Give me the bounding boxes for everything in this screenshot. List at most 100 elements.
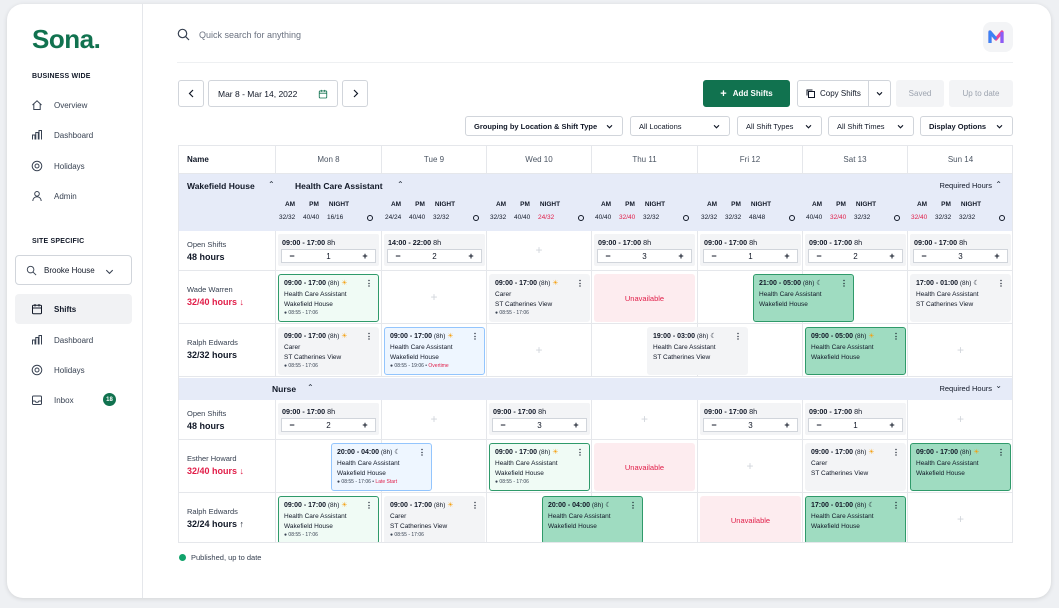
open-shift-stepper[interactable]: − 1 + [808, 418, 903, 432]
increment-button[interactable]: + [889, 420, 895, 430]
more-options-icon[interactable]: ⋮ [997, 279, 1005, 288]
chevron-up-icon[interactable]: ⌃ [995, 180, 1002, 189]
open-shift-stepper[interactable]: − 3 + [597, 249, 692, 263]
nav-site-holidays[interactable]: Holidays [15, 355, 132, 385]
shift-card[interactable]: 09:00 - 05:00 (8h) ☀ Health Care Assista… [805, 327, 906, 375]
increment-button[interactable]: + [784, 420, 790, 430]
open-shift-stepper[interactable]: − 1 + [281, 249, 376, 263]
increment-button[interactable]: + [362, 251, 368, 261]
more-options-icon[interactable]: ⋮ [576, 448, 584, 457]
add-shift-plus-icon[interactable]: + [535, 243, 543, 257]
shift-card[interactable]: 09:00 - 17:00 (8h) ☀ Carer ST Catherines… [384, 496, 485, 542]
nav-site-dashboard[interactable]: Dashboard [15, 325, 132, 355]
chevron-up-icon[interactable]: ⌃ [307, 383, 314, 392]
search-bar[interactable]: Quick search for anything [177, 28, 301, 41]
increment-button[interactable]: + [994, 251, 1000, 261]
site-select[interactable]: Brooke House [15, 255, 132, 285]
more-options-icon[interactable]: ⋮ [576, 279, 584, 288]
open-shift-card[interactable]: 09:00 - 17:00 8h − 2 + [278, 403, 379, 435]
shift-card[interactable]: 09:00 - 17:00 (8h) ☀ Health Care Assista… [384, 327, 485, 375]
more-options-icon[interactable]: ⋮ [892, 332, 900, 341]
decrement-button[interactable]: − [921, 251, 927, 261]
nav-overview[interactable]: Overview [15, 90, 132, 120]
increment-button[interactable]: + [573, 420, 579, 430]
required-hours-toggle[interactable]: Required Hours [939, 181, 992, 190]
add-shifts-button[interactable]: + Add Shifts [703, 80, 790, 107]
shift-card[interactable]: 17:00 - 01:00 (8h) ☾ Health Care Assista… [805, 496, 906, 542]
date-range-picker[interactable]: Mar 8 - Mar 14, 2022 [208, 80, 338, 107]
open-shift-card[interactable]: 09:00 - 17:00 8h − 3 + [594, 234, 695, 266]
more-options-icon[interactable]: ⋮ [365, 279, 373, 288]
saved-button[interactable]: Saved [896, 80, 944, 107]
add-shift-plus-icon[interactable]: + [641, 412, 649, 426]
app-logo-avatar[interactable] [983, 22, 1013, 52]
shift-types-filter[interactable]: All Shift Types [737, 116, 822, 136]
shift-card[interactable]: 20:00 - 04:00 (8h) ☾ Health Care Assista… [542, 496, 643, 542]
more-options-icon[interactable]: ⋮ [471, 332, 479, 341]
more-options-icon[interactable]: ⋮ [418, 448, 426, 457]
decrement-button[interactable]: − [289, 420, 295, 430]
locations-filter[interactable]: All Locations [630, 116, 730, 136]
open-shift-card[interactable]: 09:00 - 17:00 8h − 3 + [910, 234, 1011, 266]
shift-card[interactable]: 17:00 - 01:00 (8h) ☾ Health Care Assista… [910, 274, 1011, 322]
chevron-down-icon[interactable] [875, 89, 884, 98]
decrement-button[interactable]: − [816, 420, 822, 430]
add-shift-plus-icon[interactable]: + [957, 511, 965, 526]
more-options-icon[interactable]: ⋮ [365, 501, 373, 510]
add-shift-plus-icon[interactable]: + [430, 412, 438, 426]
more-options-icon[interactable]: ⋮ [629, 501, 637, 510]
increment-button[interactable]: + [678, 251, 684, 261]
shift-card[interactable]: 21:00 - 05:00 (8h) ☾ Health Care Assista… [753, 274, 854, 322]
nav-admin[interactable]: Admin [15, 181, 132, 211]
increment-button[interactable]: + [784, 251, 790, 261]
open-shift-card[interactable]: 09:00 - 17:00 8h − 1 + [805, 403, 906, 435]
open-shift-card[interactable]: 14:00 - 22:00 8h − 2 + [384, 234, 485, 266]
shift-card[interactable]: 09:00 - 17:00 (8h) ☀ Health Care Assista… [489, 443, 590, 491]
next-week-button[interactable] [342, 80, 368, 107]
shift-card[interactable]: 20:00 - 04:00 (8h) ☾ Health Care Assista… [331, 443, 432, 491]
nav-holidays[interactable]: Holidays [15, 151, 132, 181]
more-options-icon[interactable]: ⋮ [997, 448, 1005, 457]
increment-button[interactable]: + [468, 251, 474, 261]
more-options-icon[interactable]: ⋮ [365, 332, 373, 341]
open-shift-stepper[interactable]: − 3 + [703, 418, 798, 432]
nav-dashboard[interactable]: Dashboard [15, 120, 132, 150]
open-shift-stepper[interactable]: − 3 + [913, 249, 1008, 263]
decrement-button[interactable]: − [711, 420, 717, 430]
more-options-icon[interactable]: ⋮ [892, 448, 900, 457]
more-options-icon[interactable]: ⋮ [471, 501, 479, 510]
shift-card[interactable]: 09:00 - 17:00 (8h) ☀ Health Care Assista… [278, 274, 379, 322]
chevron-up-icon[interactable]: ⌃ [397, 180, 404, 189]
prev-week-button[interactable] [178, 80, 204, 107]
shift-card[interactable]: 09:00 - 17:00 (8h) ☀ Health Care Assista… [910, 443, 1011, 491]
nav-shifts[interactable]: Shifts [15, 294, 132, 324]
more-options-icon[interactable]: ⋮ [734, 332, 742, 341]
open-shift-card[interactable]: 09:00 - 17:00 8h − 3 + [489, 403, 590, 435]
increment-button[interactable]: + [889, 251, 895, 261]
increment-button[interactable]: + [362, 420, 368, 430]
more-options-icon[interactable]: ⋮ [840, 279, 848, 288]
nav-inbox[interactable]: Inbox 18 [15, 385, 132, 415]
open-shift-stepper[interactable]: − 2 + [281, 418, 376, 432]
chevron-down-icon[interactable]: ⌄ [995, 381, 1002, 390]
open-shift-card[interactable]: 09:00 - 17:00 8h − 3 + [700, 403, 801, 435]
chevron-up-icon[interactable]: ⌃ [268, 180, 275, 189]
display-options-filter[interactable]: Display Options [920, 116, 1013, 136]
decrement-button[interactable]: − [605, 251, 611, 261]
shift-card[interactable]: 09:00 - 17:00 (8h) ☀ Carer ST Catherines… [489, 274, 590, 322]
shift-card[interactable]: 09:00 - 17:00 (8h) ☀ Health Care Assista… [278, 496, 379, 542]
open-shift-card[interactable]: 09:00 - 17:00 8h − 1 + [700, 234, 801, 266]
shift-card[interactable]: 19:00 - 03:00 (8h) ☾ Health Care Assista… [647, 327, 748, 375]
more-options-icon[interactable]: ⋮ [892, 501, 900, 510]
decrement-button[interactable]: − [816, 251, 822, 261]
open-shift-card[interactable]: 09:00 - 17:00 8h − 2 + [805, 234, 906, 266]
add-shift-plus-icon[interactable]: + [957, 412, 965, 426]
shift-card[interactable]: 09:00 - 17:00 (8h) ☀ Carer ST Catherines… [805, 443, 906, 491]
open-shift-card[interactable]: 09:00 - 17:00 8h − 1 + [278, 234, 379, 266]
add-shift-plus-icon[interactable]: + [957, 342, 965, 357]
add-shift-plus-icon[interactable]: + [746, 458, 754, 473]
decrement-button[interactable]: − [500, 420, 506, 430]
required-hours-toggle[interactable]: Required Hours [939, 384, 992, 393]
shift-times-filter[interactable]: All Shift Times [828, 116, 914, 136]
copy-shifts-button[interactable]: Copy Shifts [797, 80, 891, 107]
